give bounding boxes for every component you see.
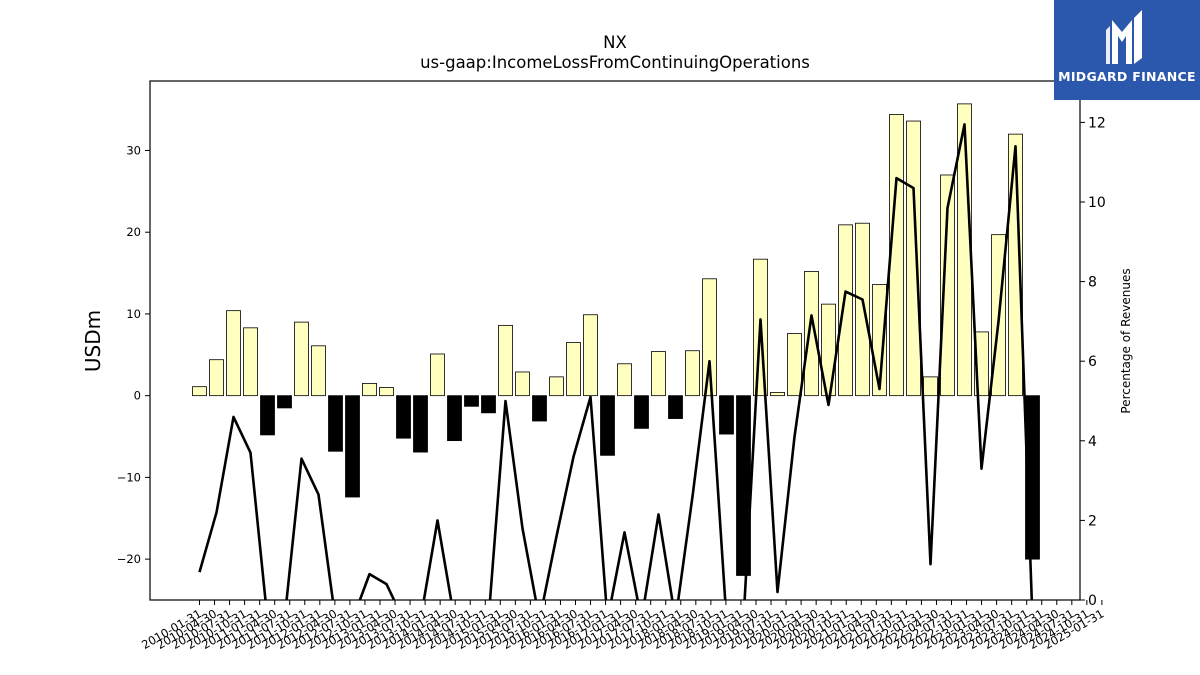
- bar-21: [549, 376, 564, 397]
- bar-42: [906, 120, 921, 397]
- bar-35: [787, 333, 802, 397]
- bar-34: [770, 391, 785, 397]
- bar-14: [430, 353, 445, 397]
- y-axis-label: USDm: [81, 310, 105, 372]
- y-axis: −20 −10 0 10 20 30: [117, 143, 150, 566]
- bar-17: [481, 395, 496, 414]
- percentage-line: [198, 123, 1034, 600]
- bar-38: [838, 224, 853, 397]
- bar-7: [311, 345, 326, 397]
- y2-axis-label: Percentage of Revenues: [1119, 268, 1133, 413]
- chart-subtitle: us-gaap:IncomeLossFromContinuingOperatio…: [420, 53, 810, 72]
- bar-1: [209, 359, 224, 397]
- bar-11: [379, 387, 394, 397]
- y-tick-label--10: −10: [117, 470, 141, 484]
- bar-10: [362, 383, 377, 397]
- logo-mark-icon: [1106, 10, 1142, 64]
- bar-20: [532, 395, 547, 422]
- bar-29: [685, 350, 700, 397]
- bar-0: [192, 386, 207, 397]
- y-tick-label-10: 10: [126, 307, 141, 321]
- bar-series: [192, 103, 1040, 576]
- bar-31: [719, 395, 734, 435]
- logo-text: MIDGARD FINANCE: [1058, 69, 1196, 84]
- y-tick-label-0: 0: [134, 389, 141, 403]
- bar-5: [277, 395, 292, 409]
- bar-22: [566, 342, 581, 397]
- x-axis: 2010-01-312010-04-302010-07-312010-10-31…: [139, 600, 1106, 652]
- y-tick-label--20: −20: [117, 552, 141, 566]
- y2-tick-label-0: 0: [1088, 593, 1097, 609]
- bar-15: [447, 395, 462, 442]
- bar-12: [396, 395, 411, 439]
- bar-16: [464, 395, 479, 407]
- line-series: [198, 123, 1034, 600]
- bar-28: [668, 395, 683, 419]
- bar-19: [515, 371, 530, 397]
- y2-tick-label-8: 8: [1088, 275, 1097, 291]
- bar-18: [498, 324, 513, 397]
- y2-axis: 0 2 4 6 8 10 12: [1080, 115, 1106, 609]
- bar-25: [617, 363, 632, 397]
- bar-27: [651, 351, 666, 397]
- bar-23: [583, 314, 598, 397]
- brand-logo: MIDGARD FINANCE: [1054, 0, 1200, 100]
- bar-48: [1008, 133, 1023, 397]
- bar-9: [345, 395, 360, 498]
- y2-tick-label-6: 6: [1088, 354, 1097, 370]
- chart-title: NX: [603, 33, 627, 52]
- y2-tick-label-12: 12: [1088, 115, 1106, 131]
- bar-24: [600, 395, 615, 456]
- bar-13: [413, 395, 428, 453]
- bar-2: [226, 310, 241, 397]
- bar-3: [243, 327, 258, 397]
- bar-26: [634, 395, 649, 429]
- bar-44: [940, 174, 955, 397]
- y2-tick-label-10: 10: [1088, 195, 1106, 211]
- bar-43: [923, 376, 938, 397]
- y-tick-label-20: 20: [126, 225, 141, 239]
- bar-39: [855, 222, 870, 397]
- bar-4: [260, 395, 275, 436]
- y-tick-label-30: 30: [126, 143, 141, 157]
- plot-frame: [149, 80, 1081, 601]
- y2-tick-label-2: 2: [1088, 513, 1097, 529]
- bar-6: [294, 321, 309, 397]
- y2-tick-label-4: 4: [1088, 434, 1097, 450]
- bar-30: [702, 278, 717, 397]
- bar-8: [328, 395, 343, 452]
- bar-36: [804, 271, 819, 397]
